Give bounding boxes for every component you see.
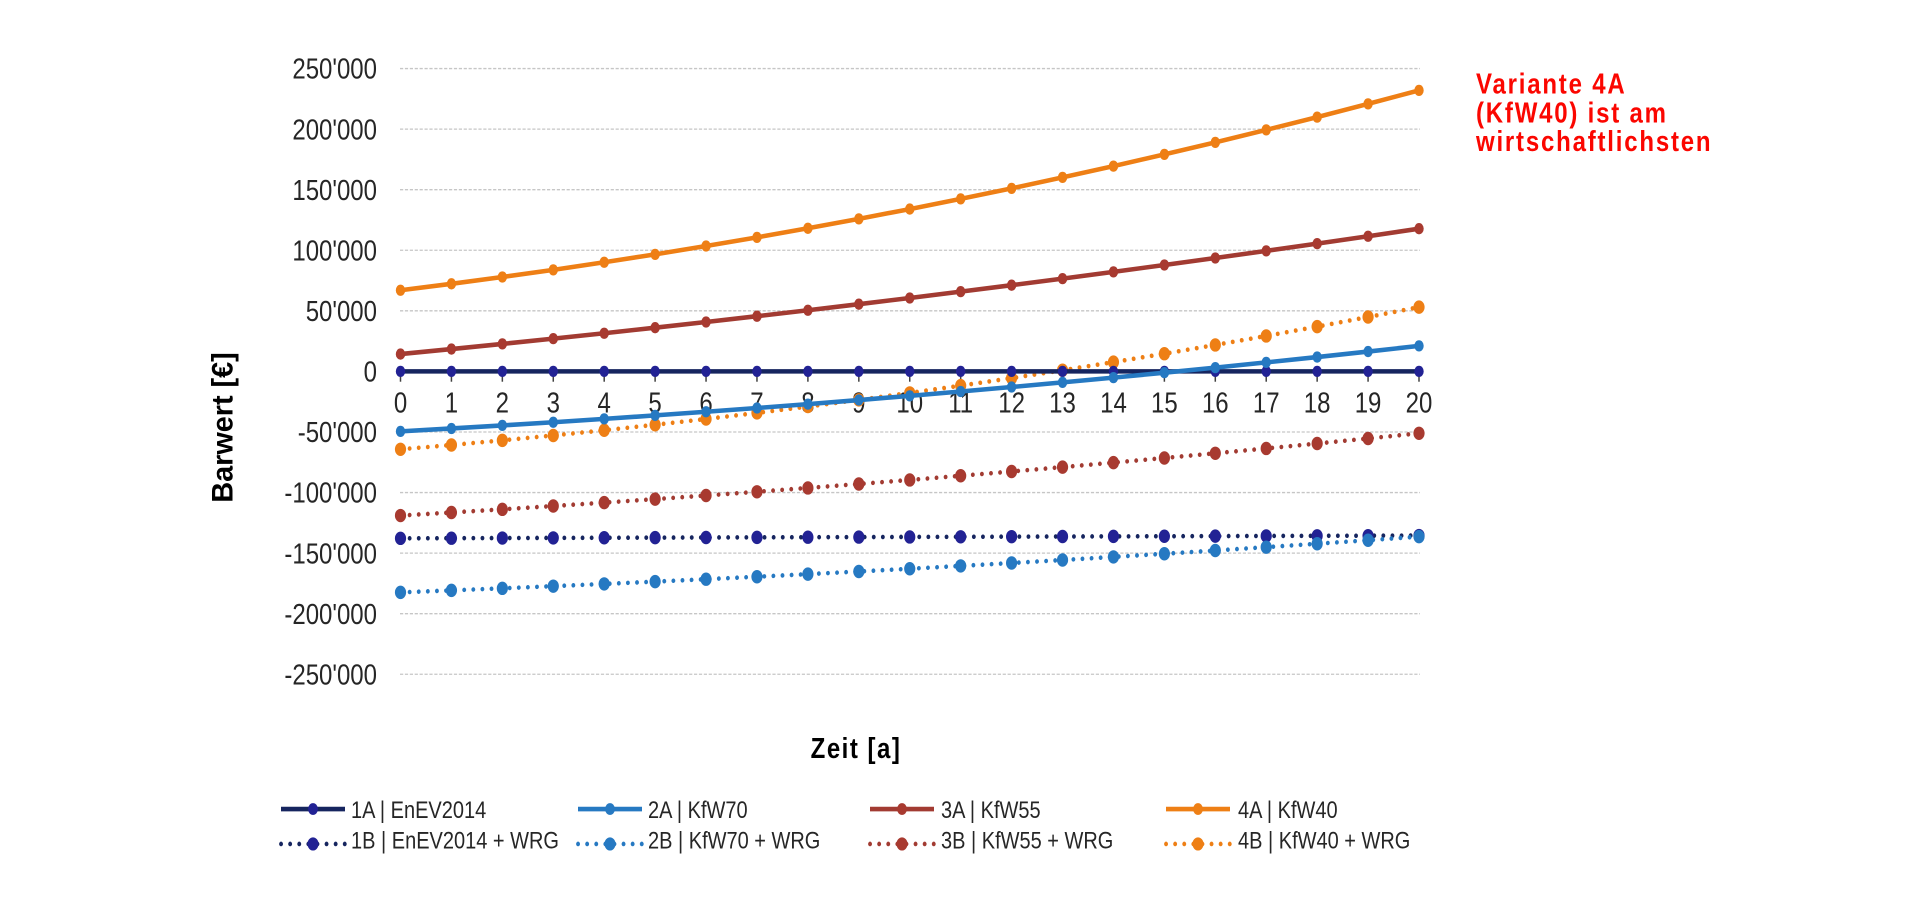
- svg-text:2B | KfW70 + WRG: 2B | KfW70 + WRG: [648, 827, 820, 854]
- svg-text:16: 16: [1202, 387, 1229, 420]
- svg-text:100'000: 100'000: [292, 234, 377, 267]
- svg-text:14: 14: [1100, 387, 1127, 420]
- svg-text:-150'000: -150'000: [284, 537, 377, 570]
- svg-text:3: 3: [547, 387, 560, 420]
- svg-text:13: 13: [1049, 387, 1076, 420]
- svg-text:3A | KfW55: 3A | KfW55: [941, 796, 1041, 823]
- svg-text:15: 15: [1151, 387, 1178, 420]
- svg-text:Zeit [a]: Zeit [a]: [811, 732, 902, 765]
- svg-text:1: 1: [445, 387, 458, 420]
- svg-text:150'000: 150'000: [292, 174, 377, 207]
- svg-text:18: 18: [1304, 387, 1331, 420]
- svg-text:50'000: 50'000: [306, 295, 377, 328]
- svg-text:2: 2: [496, 387, 509, 420]
- svg-text:4: 4: [598, 387, 611, 420]
- svg-text:4B | KfW40 + WRG: 4B | KfW40 + WRG: [1238, 827, 1410, 854]
- svg-text:0: 0: [394, 387, 407, 420]
- svg-text:wirtschaftlichsten: wirtschaftlichsten: [1475, 125, 1712, 158]
- svg-text:(KfW40) ist am: (KfW40) ist am: [1476, 96, 1668, 129]
- svg-text:1B | EnEV2014 + WRG: 1B | EnEV2014 + WRG: [351, 827, 559, 854]
- svg-text:17: 17: [1253, 387, 1280, 420]
- svg-text:19: 19: [1355, 387, 1382, 420]
- svg-text:2A | KfW70: 2A | KfW70: [648, 796, 748, 823]
- svg-text:-200'000: -200'000: [284, 598, 377, 631]
- svg-text:4A | KfW40: 4A | KfW40: [1238, 796, 1338, 823]
- svg-text:-100'000: -100'000: [284, 477, 377, 510]
- svg-text:1A | EnEV2014: 1A | EnEV2014: [351, 796, 486, 823]
- svg-text:200'000: 200'000: [292, 113, 377, 146]
- svg-text:3B | KfW55 + WRG: 3B | KfW55 + WRG: [941, 827, 1113, 854]
- svg-text:Barwert [€]: Barwert [€]: [206, 352, 240, 502]
- svg-text:5: 5: [648, 387, 661, 420]
- svg-text:250'000: 250'000: [292, 53, 377, 86]
- svg-text:-50'000: -50'000: [298, 416, 377, 449]
- svg-text:0: 0: [364, 356, 377, 389]
- svg-text:20: 20: [1406, 387, 1433, 420]
- svg-text:Variante 4A: Variante 4A: [1476, 68, 1627, 101]
- svg-text:-250'000: -250'000: [284, 658, 377, 691]
